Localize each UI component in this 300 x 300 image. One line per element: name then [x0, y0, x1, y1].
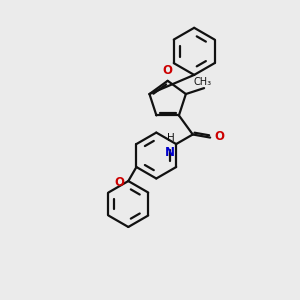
- Text: O: O: [163, 64, 173, 77]
- Text: O: O: [115, 176, 125, 189]
- Text: N: N: [165, 146, 175, 158]
- Text: O: O: [214, 130, 224, 143]
- Text: CH₃: CH₃: [194, 76, 212, 87]
- Text: H: H: [167, 133, 175, 143]
